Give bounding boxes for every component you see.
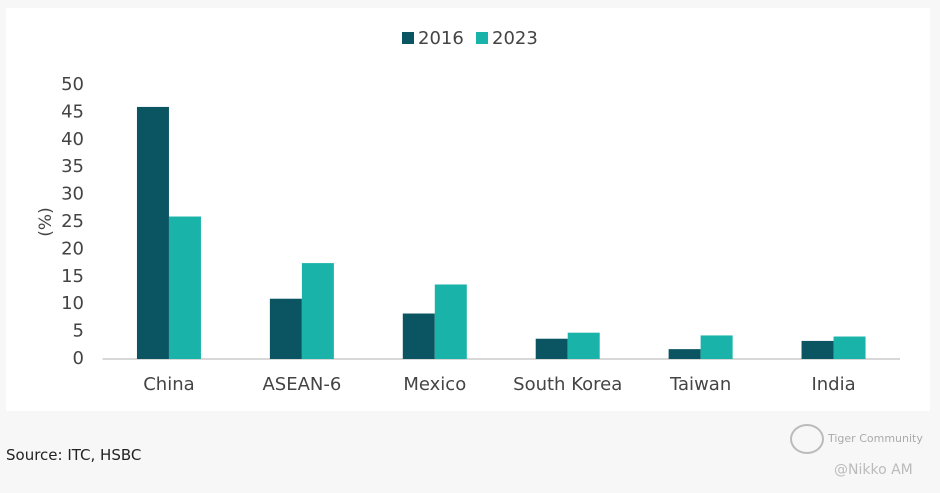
bar — [700, 335, 733, 359]
y-axis-label: (%) — [36, 207, 56, 236]
legend-swatch — [476, 32, 488, 44]
y-tick-label: 40 — [61, 129, 84, 150]
x-tick-label: Mexico — [403, 374, 466, 395]
y-tick-label: 30 — [61, 184, 84, 205]
credit: @Nikko AM — [834, 462, 913, 478]
source: Source: ITC, HSBC — [6, 446, 142, 464]
watermark-logo — [790, 424, 824, 454]
x-tick-label: ASEAN-6 — [262, 374, 341, 395]
legend-label: 2023 — [492, 28, 538, 49]
x-tick-label: China — [143, 374, 194, 395]
bar — [535, 338, 568, 359]
y-tick-label: 45 — [61, 101, 84, 122]
x-tick-label: India — [811, 374, 855, 395]
bar — [833, 336, 866, 359]
y-tick-label: 15 — [61, 266, 84, 287]
x-tick-label: South Korea — [513, 374, 622, 395]
watermark: Tiger Community — [828, 432, 923, 445]
y-tick-label: 10 — [61, 293, 84, 314]
bar — [434, 284, 467, 359]
bar — [668, 349, 701, 359]
y-tick-label: 50 — [61, 74, 84, 95]
chart: (%) 0 5 10 15 20 25 30 35 40 45 50 2016 2023 China ASE… — [36, 28, 900, 395]
bar — [136, 106, 169, 359]
y-tick-label: 20 — [61, 238, 84, 259]
y-tick-label: 0 — [73, 348, 84, 369]
y-tick-label: 5 — [73, 321, 84, 342]
bar — [402, 313, 435, 359]
y-tick-label: 25 — [61, 211, 84, 232]
bar — [567, 332, 600, 359]
legend-swatch — [402, 32, 414, 44]
y-tick-label: 35 — [61, 156, 84, 177]
bar — [301, 263, 334, 359]
bar — [801, 340, 834, 359]
x-tick-label: Taiwan — [669, 374, 731, 395]
bar — [269, 298, 302, 359]
legend-label: 2016 — [418, 28, 464, 49]
bar — [168, 216, 201, 359]
